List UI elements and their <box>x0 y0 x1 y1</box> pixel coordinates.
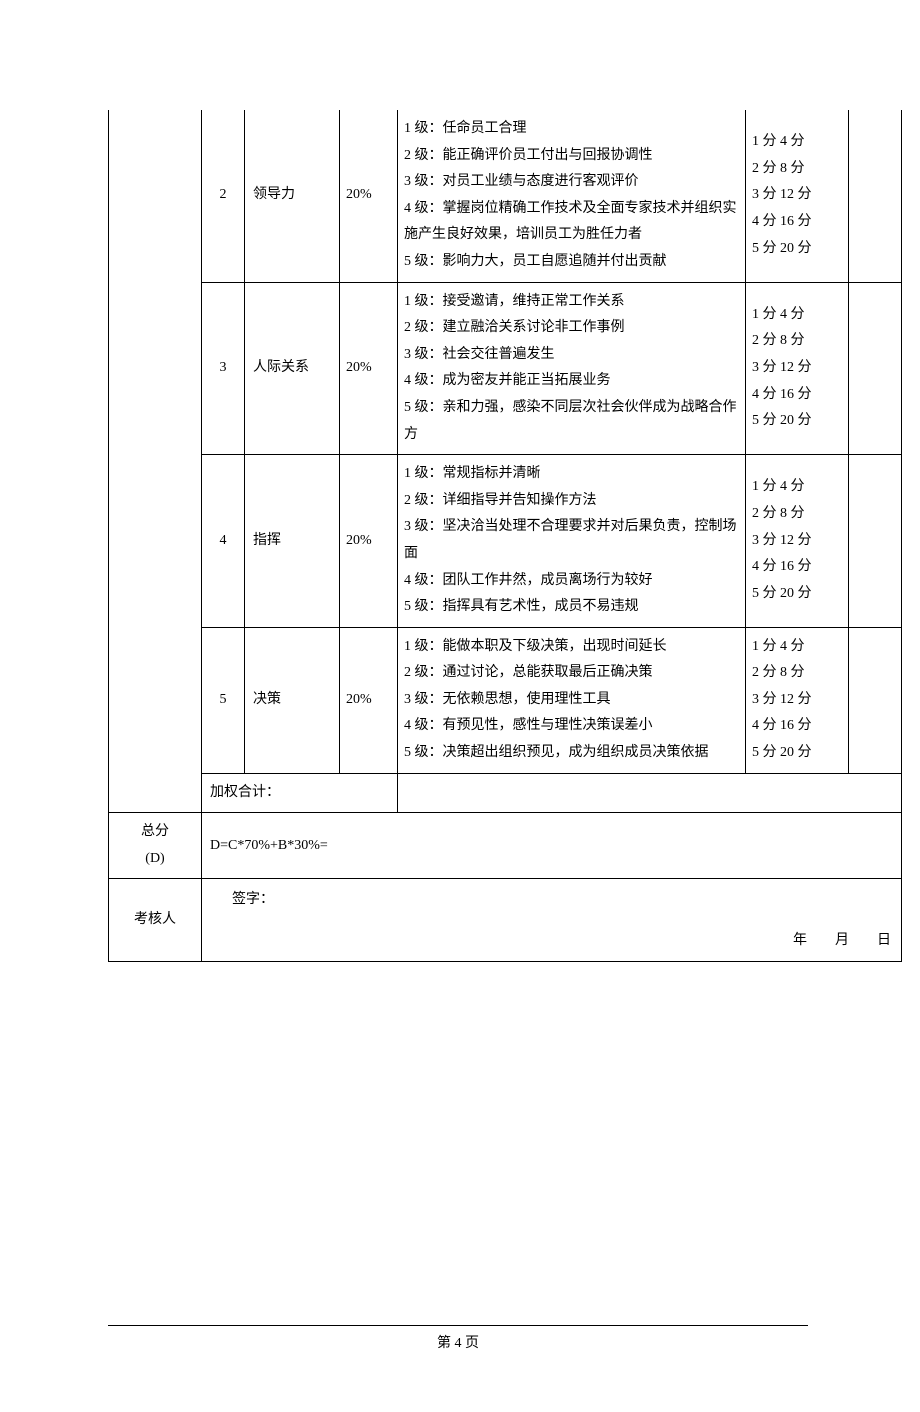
date-cell: 年 月 日 <box>202 922 902 961</box>
signature-cell: 签字： <box>202 879 902 922</box>
criteria: 1 级：接受邀请，维持正常工作关系2 级：建立融洽关系讨论非工作事例3 级：社会… <box>398 282 746 455</box>
reviewer-label: 考核人 <box>109 879 202 961</box>
weight: 20% <box>340 627 398 773</box>
total-label: 总分(D) <box>109 813 202 879</box>
footer-rule <box>108 1325 808 1326</box>
table-row: 3人际关系20%1 级：接受邀请，维持正常工作关系2 级：建立融洽关系讨论非工作… <box>109 282 902 455</box>
blank-cell <box>849 282 902 455</box>
document-page: 2领导力20%1 级：任命员工合理2 级：能正确评价员工付出与回报协调性3 级：… <box>0 110 920 1412</box>
blank-cell <box>849 110 902 282</box>
row-number: 2 <box>202 110 245 282</box>
competency-name: 人际关系 <box>245 282 340 455</box>
criteria: 1 级：任命员工合理2 级：能正确评价员工付出与回报协调性3 级：对员工业绩与态… <box>398 110 746 282</box>
page-number: 第 4 页 <box>437 1336 479 1351</box>
table-row: 2领导力20%1 级：任命员工合理2 级：能正确评价员工付出与回报协调性3 级：… <box>109 110 902 282</box>
weight: 20% <box>340 110 398 282</box>
reviewer-row: 考核人签字： <box>109 879 902 922</box>
competency-name: 决策 <box>245 627 340 773</box>
evaluation-table: 2领导力20%1 级：任命员工合理2 级：能正确评价员工付出与回报协调性3 级：… <box>108 110 902 962</box>
competency-name: 领导力 <box>245 110 340 282</box>
date-row: 年 月 日 <box>109 922 902 961</box>
weight: 20% <box>340 282 398 455</box>
weight: 20% <box>340 455 398 628</box>
score-scale: 1 分 4 分2 分 8 分3 分 12 分4 分 16 分5 分 20 分 <box>746 627 849 773</box>
row-number: 4 <box>202 455 245 628</box>
total-score-row: 总分(D)D=C*70%+B*30%= <box>109 813 902 879</box>
competency-name: 指挥 <box>245 455 340 628</box>
total-formula: D=C*70%+B*30%= <box>202 813 902 879</box>
page-footer: 第 4 页 <box>108 1325 808 1352</box>
section-cell <box>109 110 202 813</box>
score-scale: 1 分 4 分2 分 8 分3 分 12 分4 分 16 分5 分 20 分 <box>746 282 849 455</box>
criteria: 1 级：常规指标并清晰2 级：详细指导并告知操作方法3 级：坚决洽当处理不合理要… <box>398 455 746 628</box>
row-number: 5 <box>202 627 245 773</box>
weighted-total-value <box>398 773 902 813</box>
blank-cell <box>849 455 902 628</box>
table-row: 4指挥20%1 级：常规指标并清晰2 级：详细指导并告知操作方法3 级：坚决洽当… <box>109 455 902 628</box>
table-row: 5决策20%1 级：能做本职及下级决策，出现时间延长2 级：通过讨论，总能获取最… <box>109 627 902 773</box>
score-scale: 1 分 4 分2 分 8 分3 分 12 分4 分 16 分5 分 20 分 <box>746 455 849 628</box>
criteria: 1 级：能做本职及下级决策，出现时间延长2 级：通过讨论，总能获取最后正确决策3… <box>398 627 746 773</box>
weighted-total-label: 加权合计： <box>202 773 398 813</box>
row-number: 3 <box>202 282 245 455</box>
blank-cell <box>849 627 902 773</box>
score-scale: 1 分 4 分2 分 8 分3 分 12 分4 分 16 分5 分 20 分 <box>746 110 849 282</box>
weighted-total-row: 加权合计： <box>109 773 902 813</box>
